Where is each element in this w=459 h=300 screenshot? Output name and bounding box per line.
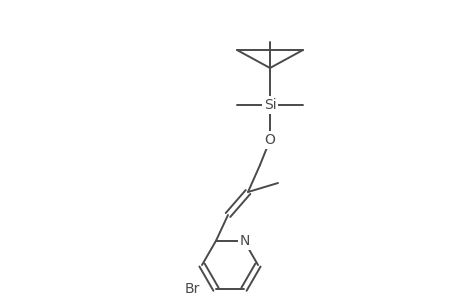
Text: Si: Si	[263, 98, 276, 112]
Text: O: O	[264, 133, 275, 147]
Text: Br: Br	[184, 282, 200, 296]
Text: N: N	[239, 234, 250, 248]
